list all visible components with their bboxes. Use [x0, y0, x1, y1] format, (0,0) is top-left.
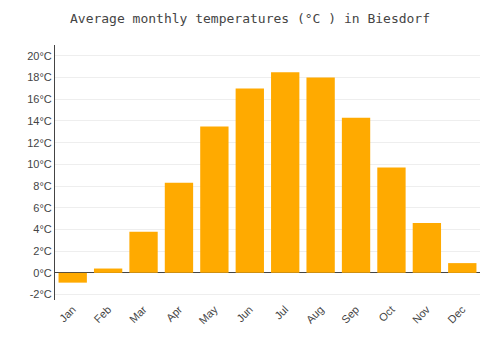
- svg-text:Jul: Jul: [272, 303, 290, 321]
- svg-text:12°C: 12°C: [27, 137, 52, 149]
- svg-text:2°C: 2°C: [33, 245, 52, 257]
- svg-text:Jan: Jan: [57, 303, 78, 324]
- svg-text:14°C: 14°C: [27, 115, 52, 127]
- svg-text:6°C: 6°C: [33, 202, 52, 214]
- svg-text:18°C: 18°C: [27, 71, 52, 83]
- svg-text:4°C: 4°C: [33, 223, 52, 235]
- svg-text:-2°C: -2°C: [30, 288, 52, 300]
- svg-text:Dec: Dec: [445, 303, 468, 326]
- svg-text:Sep: Sep: [339, 303, 361, 325]
- svg-text:Apr: Apr: [164, 303, 185, 324]
- svg-text:May: May: [197, 303, 221, 327]
- svg-text:Aug: Aug: [304, 303, 326, 325]
- svg-text:8°C: 8°C: [33, 180, 52, 192]
- svg-text:Nov: Nov: [410, 303, 433, 326]
- svg-text:10°C: 10°C: [27, 158, 52, 170]
- svg-text:Feb: Feb: [92, 303, 114, 325]
- svg-text:20°C: 20°C: [27, 50, 52, 62]
- svg-text:Oct: Oct: [376, 303, 397, 324]
- svg-text:0°C: 0°C: [33, 267, 52, 279]
- svg-text:Jun: Jun: [234, 303, 255, 324]
- svg-text:Average monthly temperatures (: Average monthly temperatures (°C ) in Bi…: [70, 11, 430, 26]
- svg-text:16°C: 16°C: [27, 93, 52, 105]
- svg-text:Mar: Mar: [127, 303, 149, 325]
